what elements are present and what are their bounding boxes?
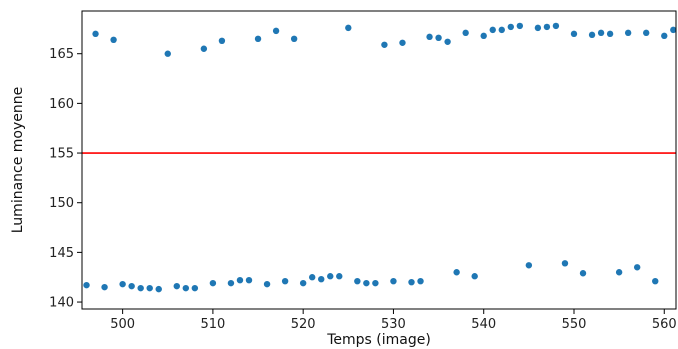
data-point [354,277,361,285]
y-axis-ticks: 140 145 150 155 160 165 [49,47,82,311]
data-point [263,280,271,288]
data-point [92,30,99,38]
x-tick-label: 550 [562,317,587,332]
data-points [83,22,677,293]
data-point [227,279,235,287]
data-point [327,273,334,280]
data-point [390,277,397,285]
data-point [597,29,605,37]
data-point [236,276,244,284]
data-point [173,282,180,290]
data-point [606,30,614,38]
data-point [426,33,433,41]
data-point [83,281,90,289]
data-point [137,284,144,292]
data-point [191,284,199,292]
data-point [363,279,370,287]
data-point [128,282,135,290]
y-tick-label: 150 [49,196,74,211]
y-tick-label: 155 [49,147,74,162]
data-point [480,32,487,40]
y-tick-label: 140 [49,296,74,311]
data-point [182,284,190,292]
y-tick-label: 160 [49,97,74,112]
data-point [381,41,388,48]
data-point [417,277,424,285]
data-point [308,274,316,281]
x-axis-label: Temps (image) [326,332,431,348]
data-point [336,273,343,280]
data-point [245,276,253,284]
data-point [444,38,451,45]
data-point [209,279,217,287]
data-point [670,26,677,34]
data-point [543,23,551,31]
data-point [146,284,153,292]
data-point [525,262,533,269]
data-point [624,29,632,37]
x-axis-ticks: 500 510 520 530 540 550 560 [110,309,677,332]
data-point [435,34,442,42]
data-point [110,36,117,44]
data-point [272,27,280,35]
data-point [200,45,208,52]
data-point [661,32,668,40]
y-tick-label: 145 [49,246,74,261]
data-point [299,279,307,287]
data-point [408,278,415,286]
data-point [281,277,289,285]
data-point [507,23,514,31]
data-point [471,273,478,280]
data-point [119,280,126,288]
data-point [453,269,460,276]
data-point [101,283,108,291]
data-point [534,24,542,32]
data-point [643,29,650,37]
data-point [516,22,524,30]
data-point [579,270,587,277]
x-tick-label: 560 [652,317,677,332]
y-axis-label: Luminance moyenne [10,87,26,234]
y-tick-label: 165 [49,47,74,62]
x-tick-label: 500 [110,317,135,332]
data-point [652,277,659,285]
data-point [372,279,379,287]
data-point [561,260,569,267]
data-point [552,22,560,30]
data-point [588,31,596,39]
data-point [615,269,623,276]
data-point [498,26,505,34]
data-point [254,35,262,43]
data-point [399,39,406,46]
data-point [345,24,352,32]
data-point [164,50,171,57]
data-point [633,264,641,271]
data-point [290,35,298,43]
data-point [570,30,578,38]
data-point [155,285,162,293]
x-tick-label: 520 [291,317,316,332]
data-point [318,276,325,283]
plot-frame [81,10,677,310]
data-point [462,29,469,37]
x-tick-label: 530 [381,317,406,332]
data-point [218,37,226,44]
data-point [489,26,496,34]
x-tick-label: 540 [471,317,496,332]
x-tick-label: 510 [200,317,225,332]
